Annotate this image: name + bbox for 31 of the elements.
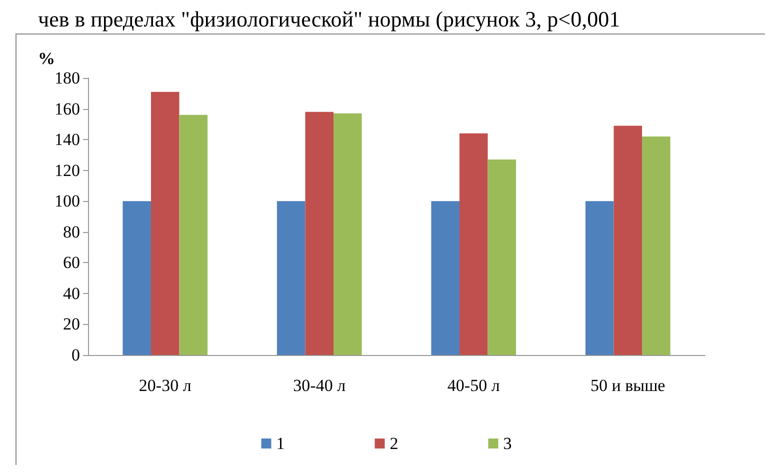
bar: [179, 114, 208, 355]
y-tick-label: 60: [63, 253, 80, 272]
legend-label: 2: [390, 434, 398, 453]
bar: [614, 126, 642, 355]
bar: [642, 136, 670, 355]
y-tick-label: 40: [63, 284, 80, 303]
bar: [150, 92, 180, 355]
y-tick-label: 100: [54, 192, 80, 211]
y-tick-label: 0: [72, 346, 80, 364]
bar: [276, 201, 306, 355]
y-tick-label: 20: [63, 314, 80, 334]
y-tick-label: 140: [54, 130, 80, 150]
bar: [488, 160, 516, 355]
y-tick-label: 80: [63, 222, 80, 242]
x-tick-label: 50 и выше: [590, 376, 666, 395]
x-tick-label: 30-40 л: [293, 376, 346, 395]
y-axis-title: %: [38, 49, 55, 68]
x-tick-label: 20-30 л: [138, 376, 192, 395]
bar: [334, 113, 362, 355]
bar: [122, 201, 151, 355]
x-tick-label: 40-50 л: [447, 376, 500, 395]
y-tick-label: 120: [54, 160, 80, 180]
text: чев в пределах "физиологической" нормы (рисунок 3, р<0,001: [38, 6, 620, 32]
bar: [459, 133, 488, 355]
bar: [585, 201, 614, 355]
bar: [305, 112, 334, 355]
y-tick-label: 180: [54, 68, 80, 88]
bar: [431, 201, 460, 355]
legend-label: 1: [276, 434, 285, 453]
y-tick-label: 160: [54, 99, 80, 118]
legend-label: 3: [503, 434, 512, 453]
